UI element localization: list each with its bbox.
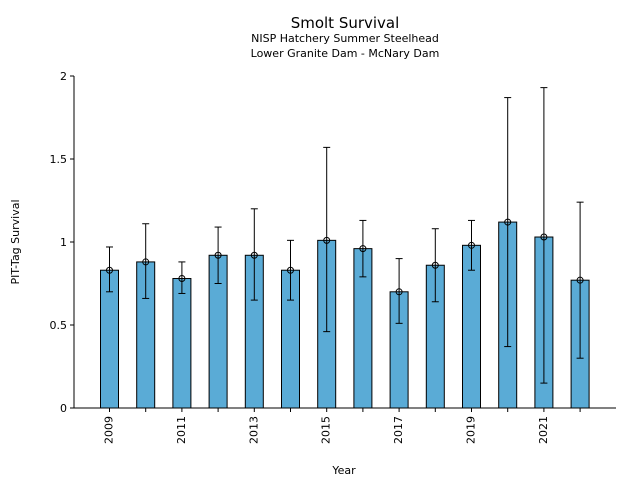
chart-subtitle-line-1: NISP Hatchery Summer Steelhead xyxy=(251,32,439,45)
x-tick-label-2019: 2019 xyxy=(465,416,478,444)
x-tick-label-2015: 2015 xyxy=(320,416,333,444)
y-axis-label: PIT-Tag Survival xyxy=(9,199,22,284)
data-point-2014 xyxy=(287,266,294,274)
x-tick-label-2013: 2013 xyxy=(247,416,260,444)
y-tick-label-4: 2 xyxy=(60,70,67,83)
data-point-2009 xyxy=(106,266,113,274)
y-tick-label-3: 1.5 xyxy=(50,153,68,166)
data-point-2020 xyxy=(504,218,512,226)
x-tick-label-2009: 2009 xyxy=(103,416,116,444)
x-axis-label: Year xyxy=(331,464,356,477)
errorbar-group xyxy=(106,87,584,384)
data-point-2021 xyxy=(540,233,548,241)
data-point-2016 xyxy=(359,245,367,253)
data-point-2015 xyxy=(323,236,331,244)
data-point-2017 xyxy=(395,288,403,296)
x-tick-label-2017: 2017 xyxy=(392,416,405,444)
chart-subtitle-line-2: Lower Granite Dam - McNary Dam xyxy=(251,47,440,60)
data-point-2013 xyxy=(250,251,258,259)
x-axis-ticks: 2009 2011 2013 2015 2017 2019 2021 xyxy=(103,408,581,444)
x-tick-label-2011: 2011 xyxy=(175,416,188,444)
chart-title: Smolt Survival xyxy=(291,14,400,32)
bar-2011 xyxy=(172,278,192,409)
data-point-2012 xyxy=(214,251,222,259)
y-axis-ticks: 0 0.5 1 1.5 2 xyxy=(50,70,74,415)
data-point-2018 xyxy=(431,261,439,269)
data-point-2022 xyxy=(576,276,584,284)
bar-group xyxy=(100,221,590,409)
y-tick-label-1: 0.5 xyxy=(50,319,68,332)
data-point-2019 xyxy=(468,241,475,249)
data-point-2010 xyxy=(142,258,150,266)
x-tick-label-2021: 2021 xyxy=(537,416,550,444)
y-tick-label-0: 0 xyxy=(60,402,67,415)
y-tick-label-2: 1 xyxy=(60,236,67,249)
data-point-2011 xyxy=(178,275,186,283)
